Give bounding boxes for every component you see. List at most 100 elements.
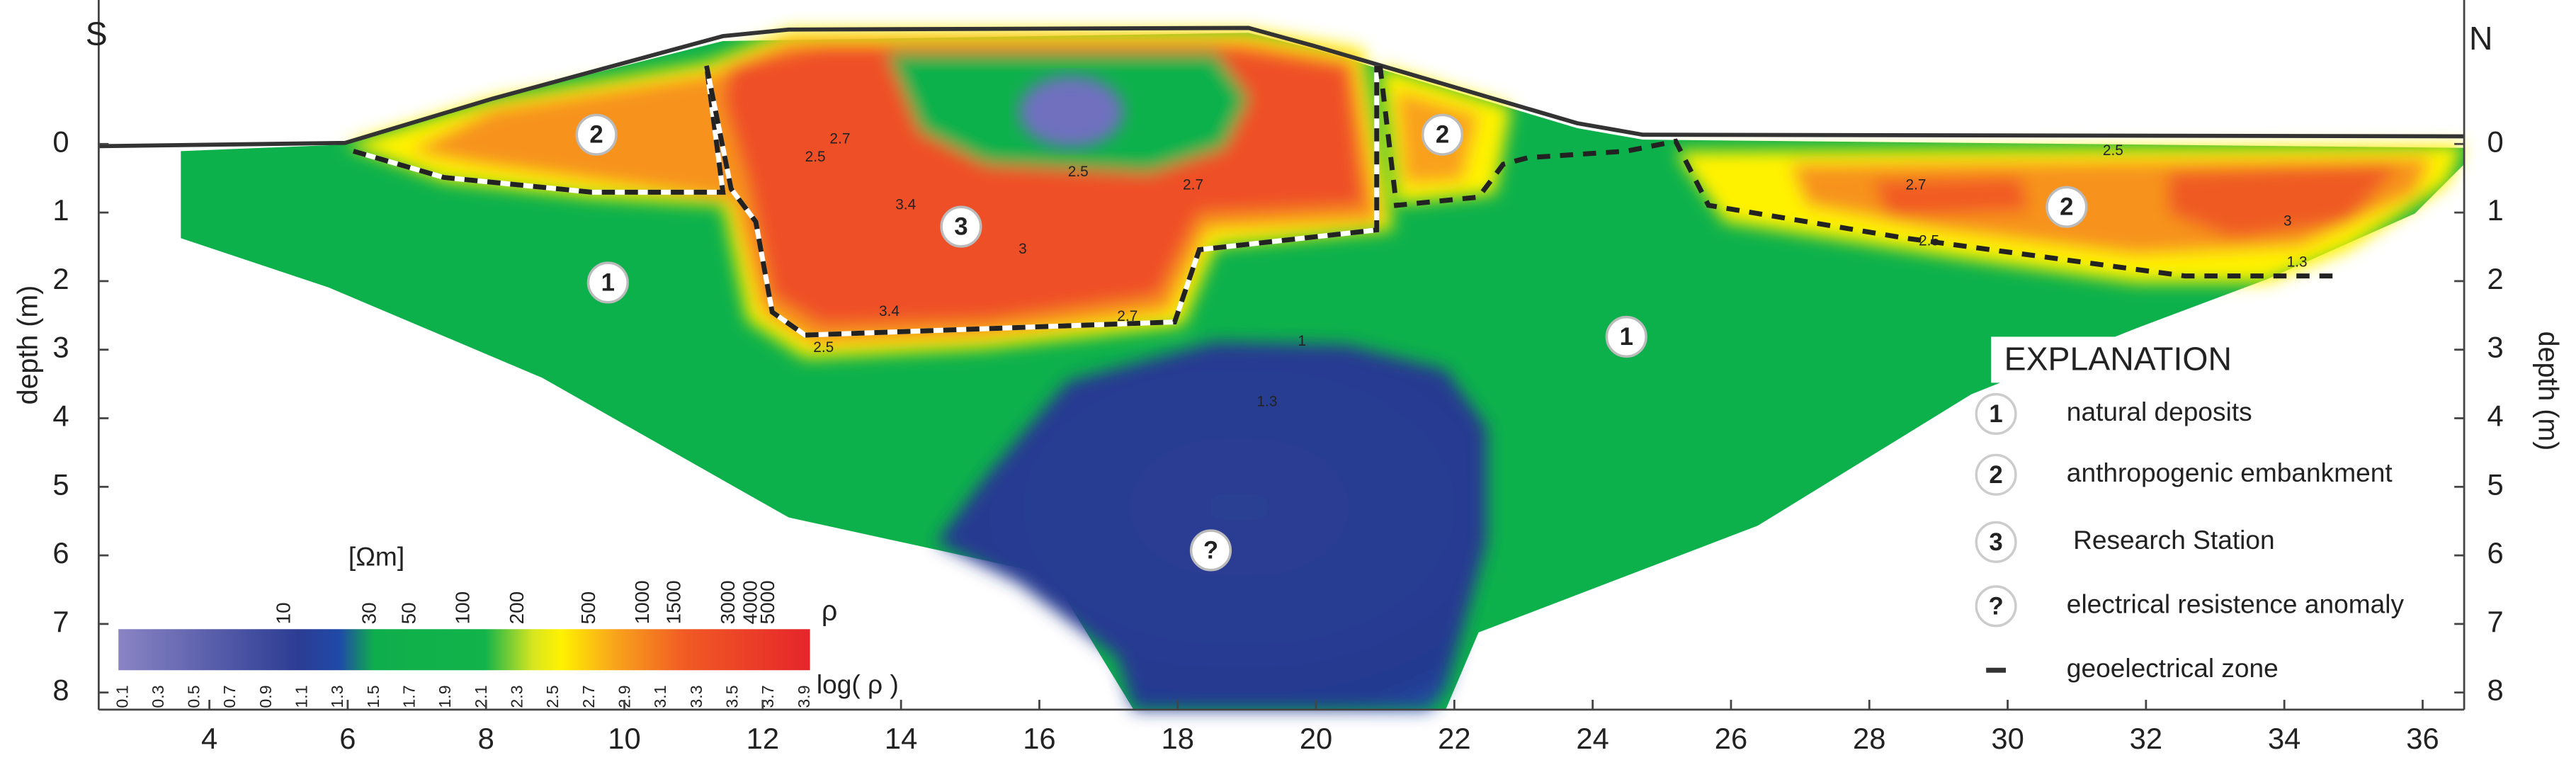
y-tick-label: 0 [52, 125, 69, 158]
x-tick-label: 4 [201, 722, 217, 755]
colorbar-log-tick-label: 3.5 [722, 685, 741, 708]
x-tick-label: 34 [2268, 722, 2300, 755]
y2-axis-label: depth (m) [2533, 331, 2564, 451]
zone-marker-label: 2 [2060, 194, 2073, 221]
section-body [98, 25, 2465, 710]
zone-marker [940, 205, 982, 248]
colorbar-symbol: ρ [822, 595, 837, 626]
y-tick-label: 8 [52, 674, 69, 707]
colorbar-tick-label: 3000 [717, 580, 739, 624]
colorbar-bar [118, 629, 810, 671]
legend-marker-label: 3 [1989, 529, 2002, 556]
y2-tick-label: 4 [2487, 399, 2504, 433]
colorbar-tick-label: 1000 [631, 580, 653, 624]
colorbar-log-tick-label: 1.1 [293, 685, 311, 708]
x-tick-label: 14 [885, 722, 917, 755]
contour-label: 2.5 [2103, 142, 2123, 159]
x-tick-label: 12 [747, 722, 779, 755]
zone-marker [586, 261, 629, 304]
contour-label: 2.5 [1068, 164, 1089, 180]
contour-label: 1 [1298, 333, 1306, 349]
colorbar-log-tick-label: 0.3 [149, 685, 167, 708]
colorbar-log-tick-label: 1.5 [364, 685, 382, 708]
colorbar-unit: [Ωm] [348, 541, 404, 571]
colorbar-log-tick-label: 2.3 [508, 685, 526, 708]
contour-label: 1.3 [1256, 394, 1277, 410]
y2-tick-label: 0 [2487, 125, 2504, 158]
legend-marker-label: ? [1988, 593, 2003, 620]
contour-label: 3.4 [895, 196, 916, 212]
contour-label: 2.7 [829, 131, 850, 147]
colorbar-tick-label: 30 [358, 602, 380, 624]
y-tick-label: 6 [52, 536, 69, 569]
colorbar-log-tick-label: 1.7 [400, 685, 419, 708]
x-tick-label: 22 [1438, 722, 1470, 755]
y2-tick-label: 8 [2487, 674, 2504, 707]
colorbar-log-label: log( ρ ) [817, 669, 899, 699]
x-tick-label: 30 [1991, 722, 2024, 755]
colorbar-log-tick-label: 3.1 [651, 685, 669, 708]
y-axis-label: depth (m) [12, 285, 43, 405]
contour-label: 3 [1019, 241, 1027, 257]
colorbar-log-tick-label: 0.5 [185, 685, 203, 708]
colorbar-log-tick-label: 3.3 [687, 685, 705, 708]
colorbar-tick-label: 1500 [663, 580, 685, 624]
y-tick-label: 5 [52, 467, 69, 501]
y2-tick-label: 2 [2487, 262, 2504, 295]
x-tick-label: 24 [1576, 722, 1608, 755]
contour-label: 2.7 [1183, 177, 1203, 193]
colorbar-log-tick-label: 1.3 [328, 685, 346, 708]
legend-label: natural deposits [2067, 397, 2252, 426]
zone-marker [1189, 529, 1232, 572]
x-tick-label: 20 [1300, 722, 1332, 755]
zone-marker-label: 2 [589, 122, 603, 149]
colorbar-log-tick-label: 3.9 [795, 685, 813, 708]
contour-label: 2.7 [1117, 308, 1137, 324]
colorbar-tick-label: 4000 [739, 580, 761, 624]
left-label: S [86, 15, 108, 52]
zone-marker-label: 1 [1620, 324, 1633, 351]
x-tick-label: 10 [608, 722, 640, 755]
x-tick-label: 18 [1162, 722, 1194, 755]
colorbar-log-tick-label: 0.1 [113, 685, 131, 708]
zone-marker [575, 113, 618, 156]
y-tick-label: 1 [52, 193, 69, 227]
legend-label: Research Station [2073, 525, 2275, 555]
colorbar-tick-label: 200 [506, 591, 528, 624]
zone-marker-label: 1 [601, 269, 615, 296]
legend-marker [1975, 453, 2017, 496]
colorbar-tick-label: 10 [272, 602, 294, 624]
legend-marker [1975, 392, 2017, 436]
x-tick-label: 6 [339, 722, 356, 755]
legend-title-box [1991, 336, 2267, 383]
x-tick-label: 32 [2130, 722, 2162, 755]
contour-label: 2.7 [1906, 177, 1927, 193]
legend-title: EXPLANATION [2004, 340, 2232, 377]
colorbar-log-tick-label: 3.7 [759, 685, 777, 708]
zone-marker [1421, 113, 1464, 156]
legend-marker-label: 2 [1989, 462, 2002, 489]
legend-label: anthropogenic embankment [2067, 458, 2393, 487]
zone-marker-label: 3 [954, 214, 968, 241]
contour-label: 2.5 [813, 339, 834, 356]
legend: EXPLANATION 1 natural deposits 2 anthropoge… [1975, 336, 2405, 683]
contour-label: 2.5 [805, 149, 826, 165]
y2-tick-label: 7 [2487, 605, 2504, 638]
legend-marker [1975, 521, 2017, 563]
colorbar-log-tick-label: 1.9 [436, 685, 454, 708]
y-tick-label: 3 [52, 331, 69, 364]
y2-tick-label: 1 [2487, 193, 2504, 227]
x-tick-label: 16 [1023, 722, 1055, 755]
y-tick-label: 2 [52, 262, 69, 295]
legend-marker-label: 1 [1989, 401, 2002, 428]
frame [97, 0, 2466, 711]
zone-marker [1605, 315, 1647, 358]
y2-tick-label: 6 [2487, 536, 2504, 569]
colorbar-log-tick-label: 2.5 [543, 685, 562, 708]
zone-marker [2046, 186, 2088, 228]
y-tick-label: 4 [52, 399, 69, 433]
y-tick-label: 7 [52, 605, 69, 638]
contour-label: 2.5 [1919, 232, 1939, 249]
contour-label: 3.4 [879, 303, 900, 319]
